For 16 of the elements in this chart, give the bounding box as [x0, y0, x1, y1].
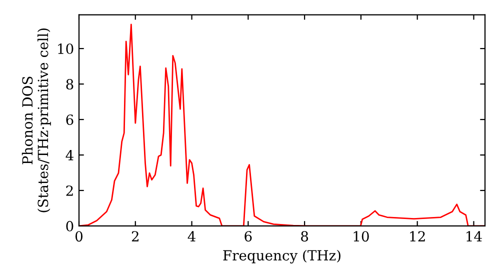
x-tick-label: 10	[354, 231, 369, 242]
y-tick-label: 4	[66, 150, 74, 160]
x-tick-label: 4	[188, 231, 196, 242]
x-tick-label: 12	[410, 231, 425, 242]
x-tick-label: 14	[466, 231, 482, 242]
y-tick-label: 0	[66, 220, 74, 232]
x-tick-label: 8	[301, 231, 308, 242]
x-tick-label: 0	[75, 231, 82, 242]
y-tick-label: 2	[66, 185, 73, 196]
y-axis-title: Phonon DOS (States/THz·primitive cell)	[22, 28, 51, 212]
y-tick-label: 10	[58, 44, 74, 54]
x-tick-label: 6	[244, 231, 252, 242]
x-tick-label: 2	[132, 231, 138, 242]
x-axis-title: Frequency (THz)	[223, 250, 340, 264]
y-tick-label: 8	[66, 79, 74, 90]
y-tick-label: 6	[66, 114, 74, 125]
